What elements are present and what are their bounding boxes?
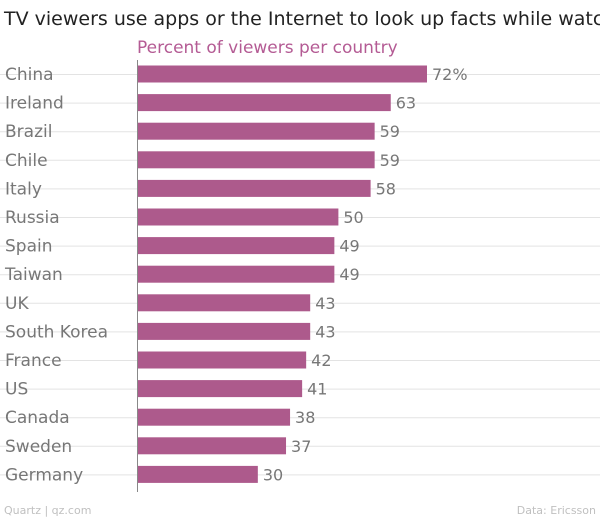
bar-china (137, 65, 427, 83)
category-label-spain: Spain (5, 237, 53, 257)
value-label-brazil: 59 (380, 122, 400, 141)
value-label-spain: 49 (339, 237, 359, 256)
value-label-sweden: 37 (291, 437, 311, 456)
category-label-ireland: Ireland (5, 94, 64, 114)
value-label-uk: 43 (315, 294, 335, 313)
category-label-uk: UK (5, 294, 29, 314)
category-label-taiwan: Taiwan (4, 265, 63, 285)
category-label-russia: Russia (5, 208, 60, 228)
value-label-chile: 59 (380, 151, 400, 170)
value-label-china: 72% (432, 65, 468, 84)
category-label-china: China (5, 65, 54, 85)
value-label-france: 42 (311, 351, 331, 370)
category-label-chile: Chile (5, 151, 48, 171)
bars (137, 65, 427, 483)
footer-source-right: Data: Ericsson (517, 504, 596, 517)
bar-germany (137, 465, 258, 483)
value-label-south-korea: 43 (315, 322, 335, 341)
chart-title: TV viewers use apps or the Internet to l… (3, 8, 600, 30)
category-label-brazil: Brazil (5, 122, 52, 142)
bar-ireland (137, 94, 391, 112)
category-labels: China Ireland Brazil Chile Italy Russia Spain T… (4, 65, 108, 485)
value-label-germany: 30 (263, 465, 283, 484)
bar-russia (137, 208, 339, 226)
category-label-canada: Canada (5, 408, 70, 428)
bar-sweden (137, 437, 287, 455)
bar-italy (137, 179, 371, 197)
category-label-sweden: Sweden (5, 437, 72, 457)
chart-subtitle: Percent of viewers per country (137, 38, 398, 58)
bar-brazil (137, 122, 375, 140)
value-label-italy: 58 (376, 179, 396, 198)
bar-south-korea (137, 322, 311, 340)
footer-source-left: Quartz | qz.com (4, 504, 91, 517)
bar-us (137, 380, 303, 398)
bar-uk (137, 294, 311, 312)
bar-chile (137, 151, 375, 169)
value-label-ireland: 63 (396, 94, 416, 113)
bar-canada (137, 408, 291, 426)
bar-france (137, 351, 307, 369)
category-label-italy: Italy (5, 179, 42, 199)
value-label-us: 41 (307, 380, 327, 399)
category-label-germany: Germany (5, 465, 83, 485)
value-label-russia: 50 (343, 208, 363, 227)
category-label-france: France (5, 351, 62, 371)
category-label-south-korea: South Korea (5, 322, 108, 342)
category-label-us: US (5, 380, 28, 400)
value-label-taiwan: 49 (339, 265, 359, 284)
bar-taiwan (137, 265, 335, 283)
bar-spain (137, 237, 335, 255)
value-label-canada: 38 (295, 408, 315, 427)
